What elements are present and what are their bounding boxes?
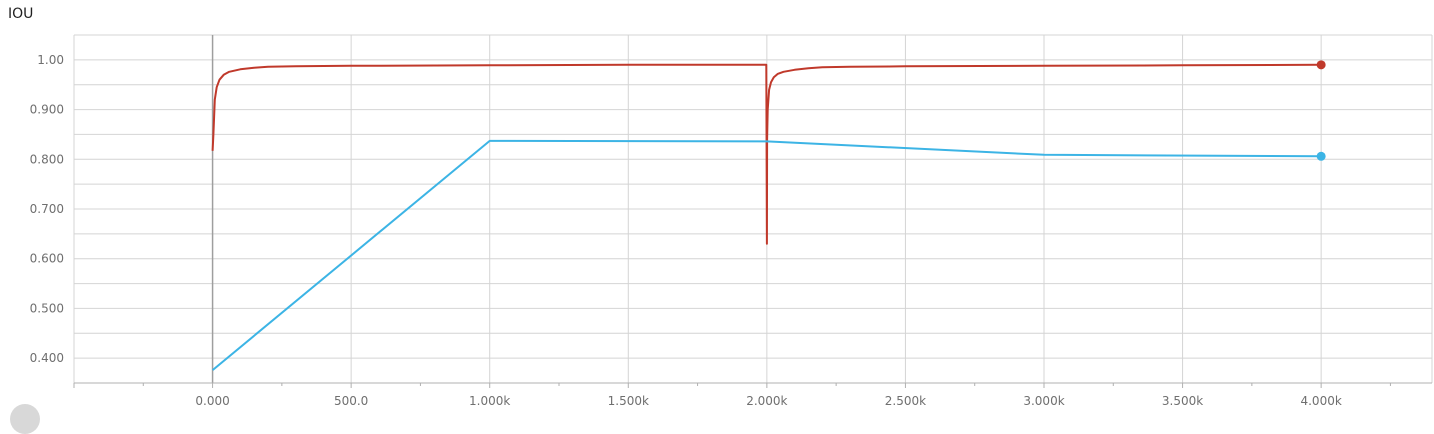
y-tick-label: 0.900 <box>30 103 64 117</box>
x-tick-label: 1.500k <box>608 394 649 408</box>
x-tick-label: 2.500k <box>885 394 926 408</box>
chart-title: IOU <box>8 6 34 22</box>
iou-line-chart: 1.00 0.900 0.800 0.700 0.600 0.500 0.400 0.000 5… <box>30 34 1433 408</box>
series-end-point-1 <box>1316 151 1326 161</box>
y-tick-label: 1.00 <box>37 53 64 67</box>
x-tick-label: 1.000k <box>469 394 510 408</box>
x-tick-label: 3.500k <box>1162 394 1203 408</box>
y-tick-label: 0.400 <box>30 351 64 365</box>
y-tick-label: 0.600 <box>30 252 64 266</box>
y-tick-label: 0.500 <box>30 301 64 315</box>
x-tick-label: 3.000k <box>1023 394 1064 408</box>
circle-button-icon[interactable] <box>10 404 40 434</box>
series-line-1 <box>211 139 1322 371</box>
y-tick-label: 0.800 <box>30 152 64 166</box>
y-tick-label: 0.700 <box>30 202 64 216</box>
x-tick-label: 0.000 <box>195 394 229 408</box>
x-tick-label: 500.0 <box>334 394 368 408</box>
series-line-0 <box>211 63 1322 245</box>
x-tick-label: 2.000k <box>746 394 787 408</box>
x-tick-label: 4.000k <box>1300 394 1341 408</box>
series-end-point-0 <box>1316 60 1326 70</box>
